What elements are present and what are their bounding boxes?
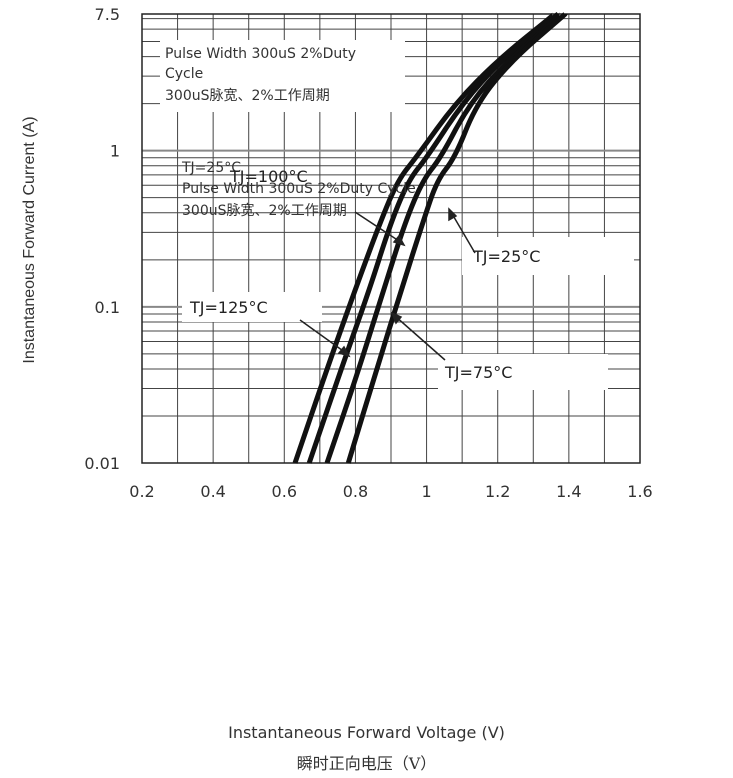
y-tick-labels: 0.01 0.1 1 7.5 <box>84 5 120 473</box>
arrow-tj75 <box>394 315 446 361</box>
y-tick-label: 0.01 <box>84 454 120 473</box>
x-tick-label: 1 <box>421 482 431 501</box>
x-tick-label: 0.2 <box>129 482 154 501</box>
arrow-tj100 <box>354 211 403 244</box>
x-tick-label: 1.2 <box>485 482 510 501</box>
y-tick-label: 7.5 <box>95 5 120 24</box>
x-tick-label: 1.6 <box>627 482 652 501</box>
x-tick-label: 0.6 <box>272 482 297 501</box>
top-note-box <box>160 40 405 112</box>
annotation-arrows <box>299 207 476 361</box>
arrow-tj25-head <box>448 207 458 222</box>
label-tj25: TJ=25°C <box>472 247 540 266</box>
series-line <box>345 11 568 464</box>
y-tick-label: 0.1 <box>95 298 120 317</box>
mid-note-line-1: TJ=25°C <box>181 160 241 176</box>
x-tick-label: 1.4 <box>556 482 581 501</box>
top-note-line-2: Cycle <box>165 66 203 82</box>
series-line <box>324 11 565 464</box>
x-tick-label: 0.4 <box>200 482 225 501</box>
arrow-tj75-head <box>390 311 403 325</box>
top-note-line-3: 300uS脉宽、2%工作周期 <box>165 87 330 104</box>
label-tj100: TJ=100°C <box>229 167 308 186</box>
tj25-label-box <box>462 237 634 275</box>
label-tj125: TJ=125°C <box>189 298 268 317</box>
arrow-tj125 <box>299 319 347 354</box>
top-note-line-1: Pulse Width 300uS 2%Duty <box>165 46 356 62</box>
y-axis-label: Instantaneous Forward Current (A) <box>21 116 38 363</box>
label-tj75: TJ=75°C <box>444 363 512 382</box>
x-axis-label: Instantaneous Forward Voltage (V) <box>228 723 505 742</box>
tj125-label-box <box>182 292 322 322</box>
x-tick-label: 0.8 <box>343 482 368 501</box>
mid-note-line-2: Pulse Width 300uS 2%Duty Cycle <box>182 181 416 197</box>
arrow-tj100-head <box>392 234 406 247</box>
series-line <box>306 12 560 464</box>
arrow-tj25 <box>450 211 476 254</box>
mid-note-line-3: 300uS脉宽、2%工作周期 <box>182 202 347 219</box>
plot-frame <box>141 13 641 464</box>
series-line <box>292 11 558 464</box>
x-axis-label-chinese: 瞬时正向电压（V） <box>296 754 437 773</box>
arrow-tj125-head <box>337 345 351 358</box>
series-curves <box>292 11 568 464</box>
y-tick-label: 1 <box>110 142 120 161</box>
x-tick-labels: 0.2 0.4 0.6 0.8 1 1.2 1.4 1.6 <box>129 482 652 501</box>
tj75-label-box <box>438 354 608 390</box>
